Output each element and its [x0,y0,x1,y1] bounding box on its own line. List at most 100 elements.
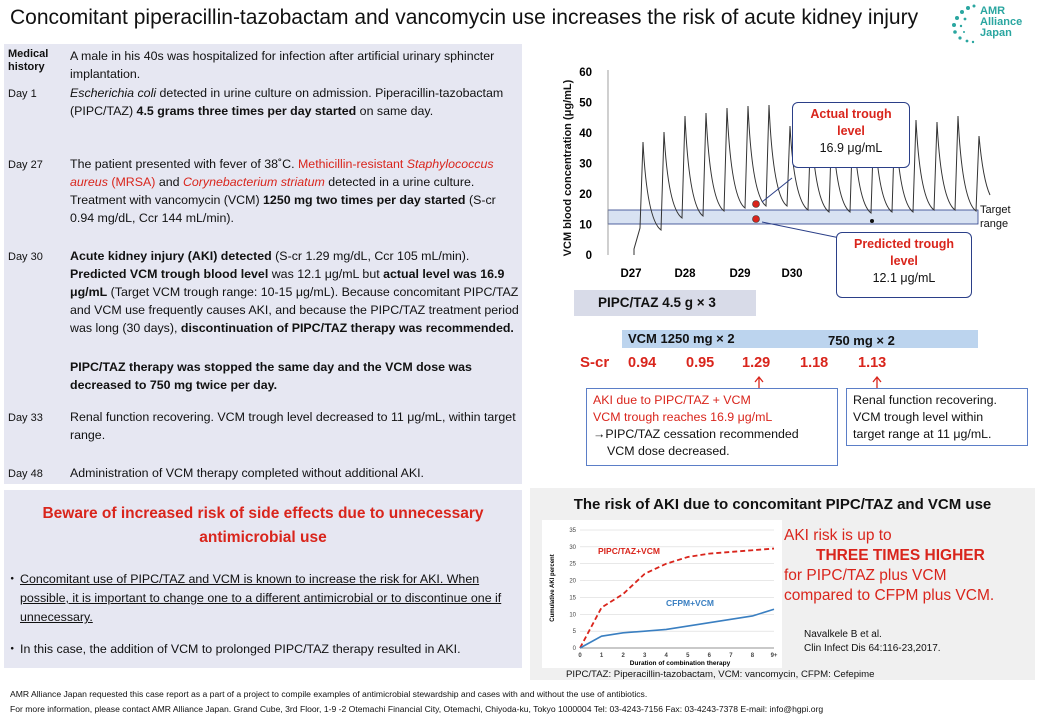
reference-line: Clin Infect Dis 64:116-23,2017. [804,643,941,654]
logo-text: AMR Alliance Japan [980,6,1022,39]
aki-box-line: VCM dose decreased. [607,444,730,458]
y-tick-label: 10 [579,220,592,232]
recovery-box-line: target range at 11 μg/mL. [853,427,992,441]
history-entry-4: PIPC/TAZ therapy was stopped the same da… [70,358,520,394]
history-text-run: (S-cr 0.94 mg/dL, Ccr 144 mL/min). [70,193,496,225]
y-tick-label: 0 [586,250,592,262]
warning-title-line: antimicrobial use [199,529,327,546]
y-tick-label: 60 [579,67,592,79]
aki-explanation-box: AKI due to PIPC/TAZ + VCM VCM trough rea… [586,388,838,466]
aki-box-line: VCM trough reaches 16.9 μg/mL [593,410,773,424]
actual-trough-title: level [837,124,865,138]
recovery-box-line: VCM trough level within [853,410,984,424]
footer-note: AMR Alliance Japan requested this case r… [10,689,648,699]
predicted-trough-title: level [890,254,918,268]
y-tick-label: 20 [579,189,592,201]
warning-panel: Beware of increased risk of side effects… [4,490,522,668]
scr-value: 1.18 [800,355,829,371]
page-title: Concomitant piperacillin-tazobactam and … [10,6,919,29]
mini-y-tick-label: 5 [573,629,577,635]
actual-trough-title: Actual trough [810,107,892,121]
warning-title-line: Beware of increased risk of side effects… [42,505,484,522]
mini-x-tick-label: 3 [643,653,647,659]
bullet-text: Concomitant use of PIPC/TAZ and VCM is k… [20,572,502,624]
scr-value: 0.95 [686,355,715,371]
history-entry-5: Renal function recovering. VCM trough le… [70,408,520,444]
mini-y-tick-label: 0 [573,646,577,652]
actual-trough-callout: Actual trough level 16.9 μg/mL [792,102,910,168]
target-label-line: Target [980,204,1011,216]
logo-dots-icon [952,4,976,44]
recovery-box-line: Renal function recovering. [853,393,997,407]
vcm-dosing-bar: VCM 1250 mg × 2 750 mg × 2 [622,330,978,348]
pipc-vcm-series-line [579,547,775,649]
history-text-run: 1250 mg two times per day started [263,193,466,207]
history-text-run: The patient presented with fever of 38˚C… [70,157,298,171]
history-text-run: Predicted VCM trough blood level [70,267,269,281]
risk-title: The risk of AKI due to concomitant PIPC/… [573,496,992,513]
history-text-run: 4.5 grams three times per day started [136,104,357,118]
risk-emphasis: THREE TIMES HIGHER [816,547,985,564]
history-text-run: actual level was 16.9 μg/mL [70,267,505,299]
y-tick-label: 40 [579,128,592,140]
day-label: Day 1 [8,88,37,100]
scr-label: S-cr [580,354,610,371]
mini-x-tick-label: 0 [578,653,582,659]
history-text-run: and [155,175,183,189]
reference: Navalkele B et al. Clin Infect Dis 64:11… [804,628,941,656]
abbreviations: PIPC/TAZ: Piperacillin-tazobactam, VCM: … [566,669,875,680]
history-text-run: Corynebacterium striatum [182,175,325,189]
history-text-run: (Target VCM trough range: 10-15 μg/mL). … [70,285,519,335]
logo-line: AMR [980,5,1006,17]
bullet-mark: ・ [6,642,19,656]
warning-bullet-2: ・ In this case, the addition of VCM to p… [6,640,510,659]
predicted-trough-value: 12.1 μg/mL [872,271,936,285]
scr-value: 1.29 [742,355,771,371]
y-axis-label: VCM blood concentration (μg/mL) [562,79,574,257]
target-range-label: Target range [980,203,1011,231]
day-tick-label: D28 [674,268,696,280]
mini-y-tick-label: 30 [569,545,576,551]
history-text-run: Staphylococcus aureus [70,157,494,189]
mini-x-tick-label: 4 [665,653,669,659]
scr-value: 1.13 [858,355,887,371]
aki-box-line: AKI due to PIPC/TAZ + VCM [593,393,751,407]
day-tick-label: D29 [729,268,750,280]
risk-line: AKI risk is up to [784,527,892,544]
history-text-run: (S-cr 1.29 mg/dL, Ccr 105 mL/min). [271,249,470,263]
mini-x-tick-label: 5 [686,653,690,659]
history-text-run: Escherichia coli [70,86,157,100]
footer-contact: For more information, please contact AMR… [10,704,824,714]
cumulative-aki-chart: 0 5 10 15 20 25 30 35 0 1 2 3 4 5 6 7 8 9+ Duration of co… [542,520,782,668]
mini-x-tick-label: 2 [621,653,625,659]
history-text-run: was 12.1 μg/mL but [268,267,384,281]
history-text-run: Renal function recovering. VCM trough le… [70,410,516,442]
history-entry-1: Escherichia coli detected in urine cultu… [70,84,520,120]
day33-trough-marker [870,219,874,223]
actual-trough-value: 16.9 μg/mL [819,141,883,155]
history-text-run: (MRSA) [107,175,156,189]
mini-x-tick-label: 1 [600,653,604,659]
amr-alliance-logo: AMR Alliance Japan [948,2,1038,44]
target-label-line: range [980,218,1009,230]
y-tick-label: 50 [579,98,592,110]
medical-history-panel: Medical history A male in his 40s was ho… [4,44,522,484]
day-label: Day 48 [8,468,43,480]
aki-risk-panel: The risk of AKI due to concomitant PIPC/… [530,488,1035,680]
series-label-cfpm-vcm: CFPM+VCM [666,598,714,608]
history-text-run: discontinuation of PIPC/TAZ therapy was … [180,321,514,335]
history-text-run: A male in his 40s was hospitalized for i… [70,49,495,81]
actual-callout-pointer [761,177,793,203]
pipc-taz-dosing-bar: PIPC/TAZ 4.5 g × 3 [574,290,756,316]
target-range-band [607,209,979,225]
logo-line: Japan [980,27,1012,39]
vcm-dose-reduced: 750 mg × 2 [828,333,895,348]
day-label: Day 33 [8,412,43,424]
history-text-run: detected in a urine culture. Treatment w… [70,175,475,207]
vcm-dose-initial: VCM 1250 mg × 2 [628,331,735,346]
history-text-run: detected in urine culture on admission. … [70,86,504,118]
mini-y-axis-label: Cumulative AKI percent [550,554,556,621]
day-label: Day 27 [8,159,43,171]
mini-y-tick-label: 10 [569,612,576,618]
logo-line: Alliance [980,16,1023,28]
